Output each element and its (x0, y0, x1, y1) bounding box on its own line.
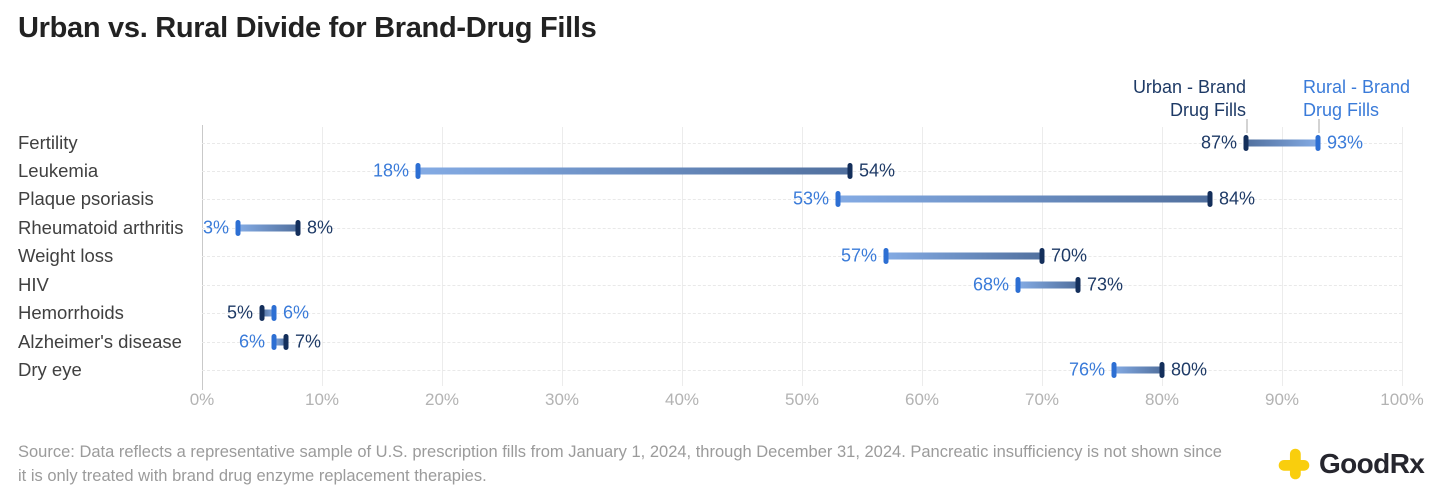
category-label: Weight loss (18, 245, 114, 267)
category-label: Dry eye (18, 359, 82, 381)
rural-marker (883, 248, 889, 265)
urban-value-label: 87% (1200, 132, 1237, 152)
connector-bar (262, 309, 274, 317)
row-gridline (202, 370, 1402, 372)
legend-urban: Urban - Brand Drug Fills (1028, 76, 1246, 122)
urban-value-label: 5% (226, 302, 253, 323)
connector-bar (1114, 366, 1162, 374)
x-tick-label: 0% (189, 390, 215, 409)
rural-value-label: 53% (792, 188, 829, 209)
rural-marker (235, 219, 241, 236)
legend-urban-pointer-tick (1246, 119, 1248, 133)
row-gridline (202, 142, 1402, 144)
rural-marker (271, 305, 277, 322)
legend-rural-line1: Rural - Brand (1303, 77, 1411, 97)
rural-value-label: 76% (1068, 359, 1105, 380)
row-gridline (202, 227, 1402, 229)
rural-marker (1015, 276, 1021, 293)
connector-bar (1246, 139, 1318, 146)
row-gridline (202, 256, 1402, 258)
x-tick-label: 100% (1380, 390, 1424, 409)
connector-bar (886, 252, 1042, 260)
urban-value-label: 84% (1219, 188, 1256, 209)
x-tick-label: 70% (1024, 390, 1060, 409)
x-tick-label: 40% (664, 390, 700, 409)
legend-rural: Rural - Brand Drug Fills (1303, 76, 1440, 122)
row-gridline (202, 199, 1402, 201)
urban-marker (295, 219, 301, 236)
x-tick-label: 30% (544, 390, 580, 409)
category-label: Rheumatoid arthritis (18, 216, 184, 238)
connector-bar (1018, 281, 1078, 289)
connector-bar (838, 195, 1210, 203)
row-gridline (202, 313, 1402, 315)
rural-marker (415, 162, 421, 179)
rural-value-label: 57% (840, 245, 877, 266)
urban-marker (1039, 248, 1045, 265)
legend-urban-line1: Urban - Brand (1132, 77, 1246, 97)
urban-marker (1159, 362, 1165, 379)
rural-value-label: 3% (202, 217, 229, 238)
connector-bar (238, 224, 298, 232)
category-label: Leukemia (18, 159, 99, 181)
urban-value-label: 73% (1087, 274, 1124, 295)
row-gridline (202, 341, 1402, 343)
category-label: Plaque psoriasis (18, 188, 154, 210)
source-note: Source: Data reflects a representative s… (18, 443, 1222, 485)
x-tick-label: 60% (904, 390, 940, 409)
x-tick-label: 20% (424, 390, 460, 409)
x-gridline (202, 125, 203, 390)
rural-value-label: 68% (972, 274, 1009, 295)
x-tick-label: 50% (784, 390, 820, 409)
brand-logo: GoodRx (1276, 446, 1425, 482)
urban-marker (1243, 134, 1249, 151)
rural-value-label: 6% (283, 302, 310, 323)
rural-marker (835, 191, 841, 208)
x-tick-label: 10% (304, 390, 340, 409)
chart-title: Urban vs. Rural Divide for Brand-Drug Fi… (18, 12, 597, 44)
rural-value-label: 6% (238, 331, 265, 352)
connector-bar (418, 167, 850, 175)
category-label: HIV (18, 273, 49, 295)
connector-bar (274, 338, 286, 346)
urban-value-label: 70% (1051, 245, 1088, 266)
category-label: Alzheimer's disease (18, 330, 182, 352)
x-gridline (1402, 127, 1403, 386)
x-tick-label: 80% (1144, 390, 1180, 409)
rural-marker (271, 333, 277, 350)
brand-logo-text: GoodRx (1319, 448, 1425, 479)
urban-value-label: 80% (1171, 359, 1208, 380)
x-tick-label: 90% (1264, 390, 1300, 409)
rural-value-label: 18% (372, 160, 409, 181)
row-gridline (202, 284, 1402, 286)
legend-urban-line2: Drug Fills (1169, 100, 1246, 120)
urban-marker (283, 333, 289, 350)
category-label: Fertility (18, 131, 78, 153)
category-label: Hemorrhoids (18, 302, 124, 324)
goodrx-cross-icon (1276, 446, 1312, 482)
urban-marker (259, 305, 265, 322)
legend-rural-line2: Drug Fills (1303, 100, 1380, 120)
rural-marker (1111, 362, 1117, 379)
rural-value-label: 93% (1327, 132, 1364, 152)
urban-value-label: 7% (295, 331, 322, 352)
legend-rural-pointer-tick (1318, 119, 1320, 133)
urban-marker (1207, 191, 1213, 208)
rural-marker (1315, 134, 1321, 151)
urban-marker (847, 162, 853, 179)
urban-marker (1075, 276, 1081, 293)
urban-value-label: 54% (859, 160, 896, 181)
urban-value-label: 8% (307, 217, 334, 238)
